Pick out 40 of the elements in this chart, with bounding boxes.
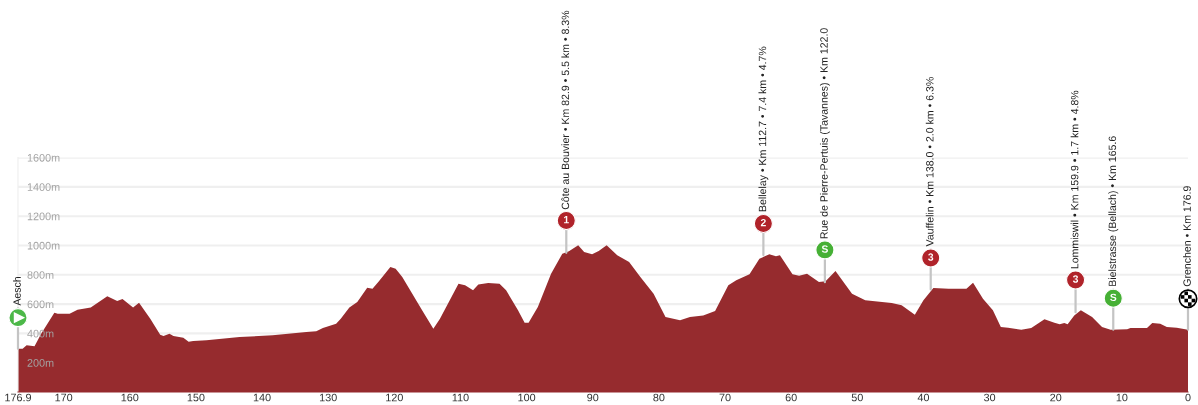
annotation: Grenchen • Km 176.9	[1183, 186, 1191, 287]
y-tick-label: 1600m	[27, 153, 60, 162]
x-tick-label: 110	[452, 393, 469, 402]
x-tick-label: 100	[518, 393, 536, 402]
x-tick-label: 80	[653, 393, 665, 402]
y-tick-label: 600m	[27, 300, 54, 309]
x-tick-label: 0	[1185, 393, 1191, 402]
x-tick-label: 176.9	[5, 393, 32, 402]
annotation: Rue de Pierre-Pertuis (Tavannes) • Km 122.0	[819, 28, 830, 239]
x-tick-label: 40	[917, 393, 930, 402]
x-tick-label: 90	[587, 393, 599, 402]
x-tick-label: 70	[719, 393, 731, 402]
annotation: 1	[564, 216, 569, 224]
y-tick-label: 1400m	[27, 183, 60, 191]
annotation: 3	[928, 253, 934, 261]
annotation: Côte au Bouvier • Km 82.9 • 5.5 km • 8.3%	[561, 10, 570, 210]
x-tick-label: 30	[983, 393, 996, 402]
y-tick-label: 1000m	[27, 241, 60, 250]
annotation: S	[1110, 293, 1117, 302]
annotation: Aesch	[13, 276, 21, 306]
annotation: Vauffelin • Km 138.0 • 2.0 km • 6.3%	[925, 77, 934, 247]
annotation: S	[821, 245, 828, 253]
x-tick-label: 170	[55, 393, 73, 402]
annotation: 3	[1072, 275, 1079, 283]
x-tick-label: 10	[1116, 393, 1128, 402]
x-tick-label: 60	[785, 393, 797, 402]
x-tick-label: 160	[121, 393, 139, 402]
x-tick-label: 20	[1050, 393, 1062, 402]
y-tick-label: 1200m	[27, 212, 60, 221]
annotation: 2	[760, 218, 766, 227]
x-tick-label: 130	[319, 393, 337, 402]
annotation: Bellelay • Km 112.7 • 7.4 km • 4.7%	[758, 46, 769, 212]
y-tick-label: 800m	[27, 271, 54, 279]
annotation: Bielstrasse (Bellach) • Km 165.6	[1108, 136, 1119, 286]
x-tick-label: 50	[851, 393, 863, 402]
annotation: Lommiswil • Km 159.9 • 1.7 km • 4.8%	[1070, 90, 1079, 269]
y-tick-label: 200m	[27, 359, 54, 367]
x-tick-label: 150	[187, 393, 205, 402]
x-tick-label: 120	[386, 393, 403, 402]
x-tick-label: 140	[253, 393, 271, 402]
